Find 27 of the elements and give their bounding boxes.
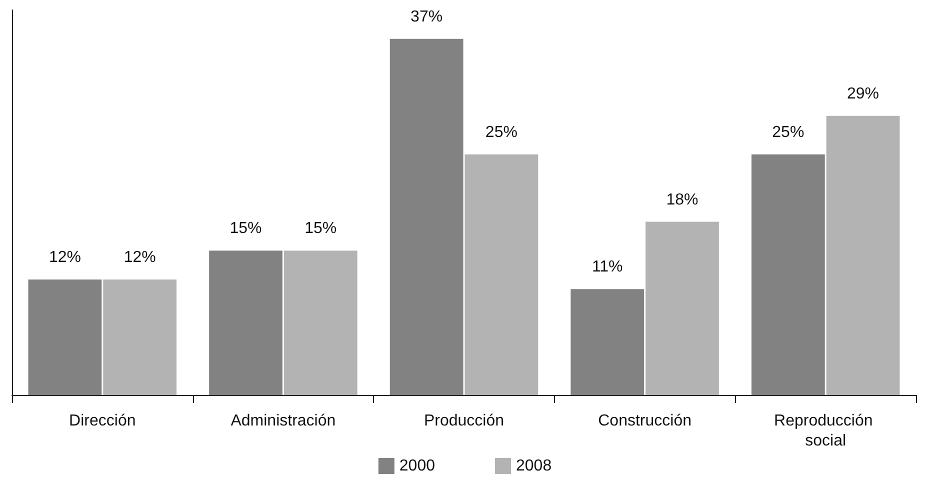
data-label: 12% bbox=[124, 249, 156, 266]
data-label: 15% bbox=[304, 220, 337, 238]
x-tick-label: Construcción bbox=[598, 412, 692, 430]
x-tick-label: Dirección bbox=[69, 412, 136, 430]
bar bbox=[751, 154, 825, 395]
data-label: 15% bbox=[230, 220, 262, 238]
legend-label: 2008 bbox=[516, 458, 552, 474]
bar bbox=[464, 154, 538, 395]
data-label: 25% bbox=[772, 124, 804, 141]
data-label: 18% bbox=[666, 191, 698, 208]
bar bbox=[570, 289, 644, 395]
bar bbox=[28, 280, 102, 395]
bar bbox=[103, 280, 177, 395]
x-tick-label: Administración bbox=[230, 412, 336, 430]
data-label: 25% bbox=[485, 124, 518, 141]
data-label: 37% bbox=[410, 8, 443, 26]
x-tick-label: Producción bbox=[424, 412, 504, 430]
x-tick-label: Reproducción social bbox=[774, 412, 878, 450]
bar bbox=[209, 250, 282, 395]
data-label: 11% bbox=[592, 258, 623, 276]
data-label: 12% bbox=[48, 249, 81, 266]
legend-label: 2000 bbox=[399, 458, 436, 474]
bar bbox=[284, 250, 358, 395]
data-label: 29% bbox=[847, 85, 880, 102]
bar bbox=[646, 222, 719, 395]
bar bbox=[826, 116, 900, 395]
bar bbox=[390, 38, 464, 395]
